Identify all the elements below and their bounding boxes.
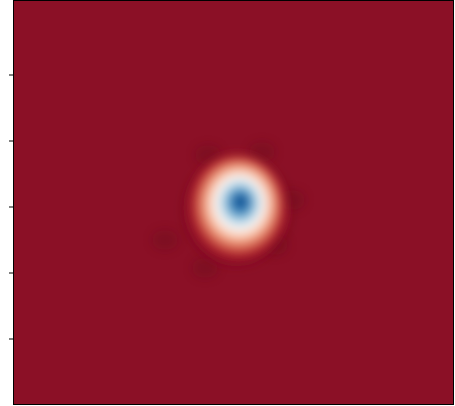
- central-peak: [186, 155, 286, 265]
- dark-spot: [249, 142, 275, 162]
- y-ticks: [9, 74, 13, 340]
- dark-spot: [152, 230, 178, 250]
- dark-spot: [192, 258, 218, 278]
- axes-frame: [13, 0, 454, 405]
- heatmap-field: [14, 1, 453, 404]
- dark-spot: [195, 145, 221, 165]
